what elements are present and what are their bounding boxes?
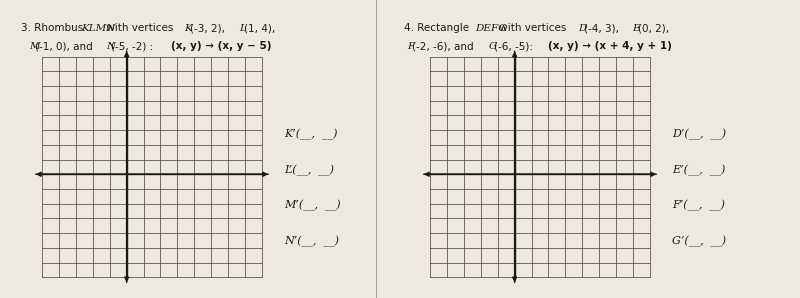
Text: (x, y) → (x + 4, y + 1): (x, y) → (x + 4, y + 1) — [548, 41, 672, 51]
Text: (-2, -6), and: (-2, -6), and — [412, 41, 477, 51]
Text: L: L — [239, 24, 246, 33]
Text: K: K — [185, 24, 192, 33]
Text: D’(__,  __): D’(__, __) — [672, 128, 726, 140]
Text: F: F — [406, 42, 414, 51]
Text: (-4, 3),: (-4, 3), — [583, 23, 622, 33]
Text: (-3, 2),: (-3, 2), — [190, 23, 228, 33]
Text: F’(__,  __): F’(__, __) — [672, 200, 725, 211]
Text: KLMN: KLMN — [82, 24, 116, 33]
Text: DEFG: DEFG — [474, 24, 506, 33]
Text: with vertices: with vertices — [497, 23, 570, 33]
Text: K’(__,  __): K’(__, __) — [284, 128, 338, 140]
Text: (x, y) → (x, y − 5): (x, y) → (x, y − 5) — [171, 41, 271, 51]
Text: 3. Rhombus: 3. Rhombus — [22, 23, 87, 33]
Text: (-6, -5):: (-6, -5): — [494, 41, 536, 51]
Text: (-5, -2) :: (-5, -2) : — [111, 41, 157, 51]
Text: N’(__,  __): N’(__, __) — [284, 236, 339, 247]
Text: N: N — [106, 42, 115, 51]
Text: D: D — [578, 24, 586, 33]
Text: M: M — [30, 42, 40, 51]
Text: M’(__,  __): M’(__, __) — [284, 200, 341, 211]
Text: (0, 2),: (0, 2), — [638, 23, 669, 33]
Text: L’(__,  __): L’(__, __) — [284, 164, 334, 176]
Text: G’(__,  __): G’(__, __) — [672, 236, 726, 247]
Text: with vertices: with vertices — [103, 23, 177, 33]
Text: 4. Rectangle: 4. Rectangle — [404, 23, 472, 33]
Text: E’(__,  __): E’(__, __) — [672, 164, 726, 176]
Text: E: E — [633, 24, 640, 33]
Text: (-1, 0), and: (-1, 0), and — [35, 41, 96, 51]
Text: G: G — [488, 42, 497, 51]
Text: (1, 4),: (1, 4), — [245, 23, 276, 33]
